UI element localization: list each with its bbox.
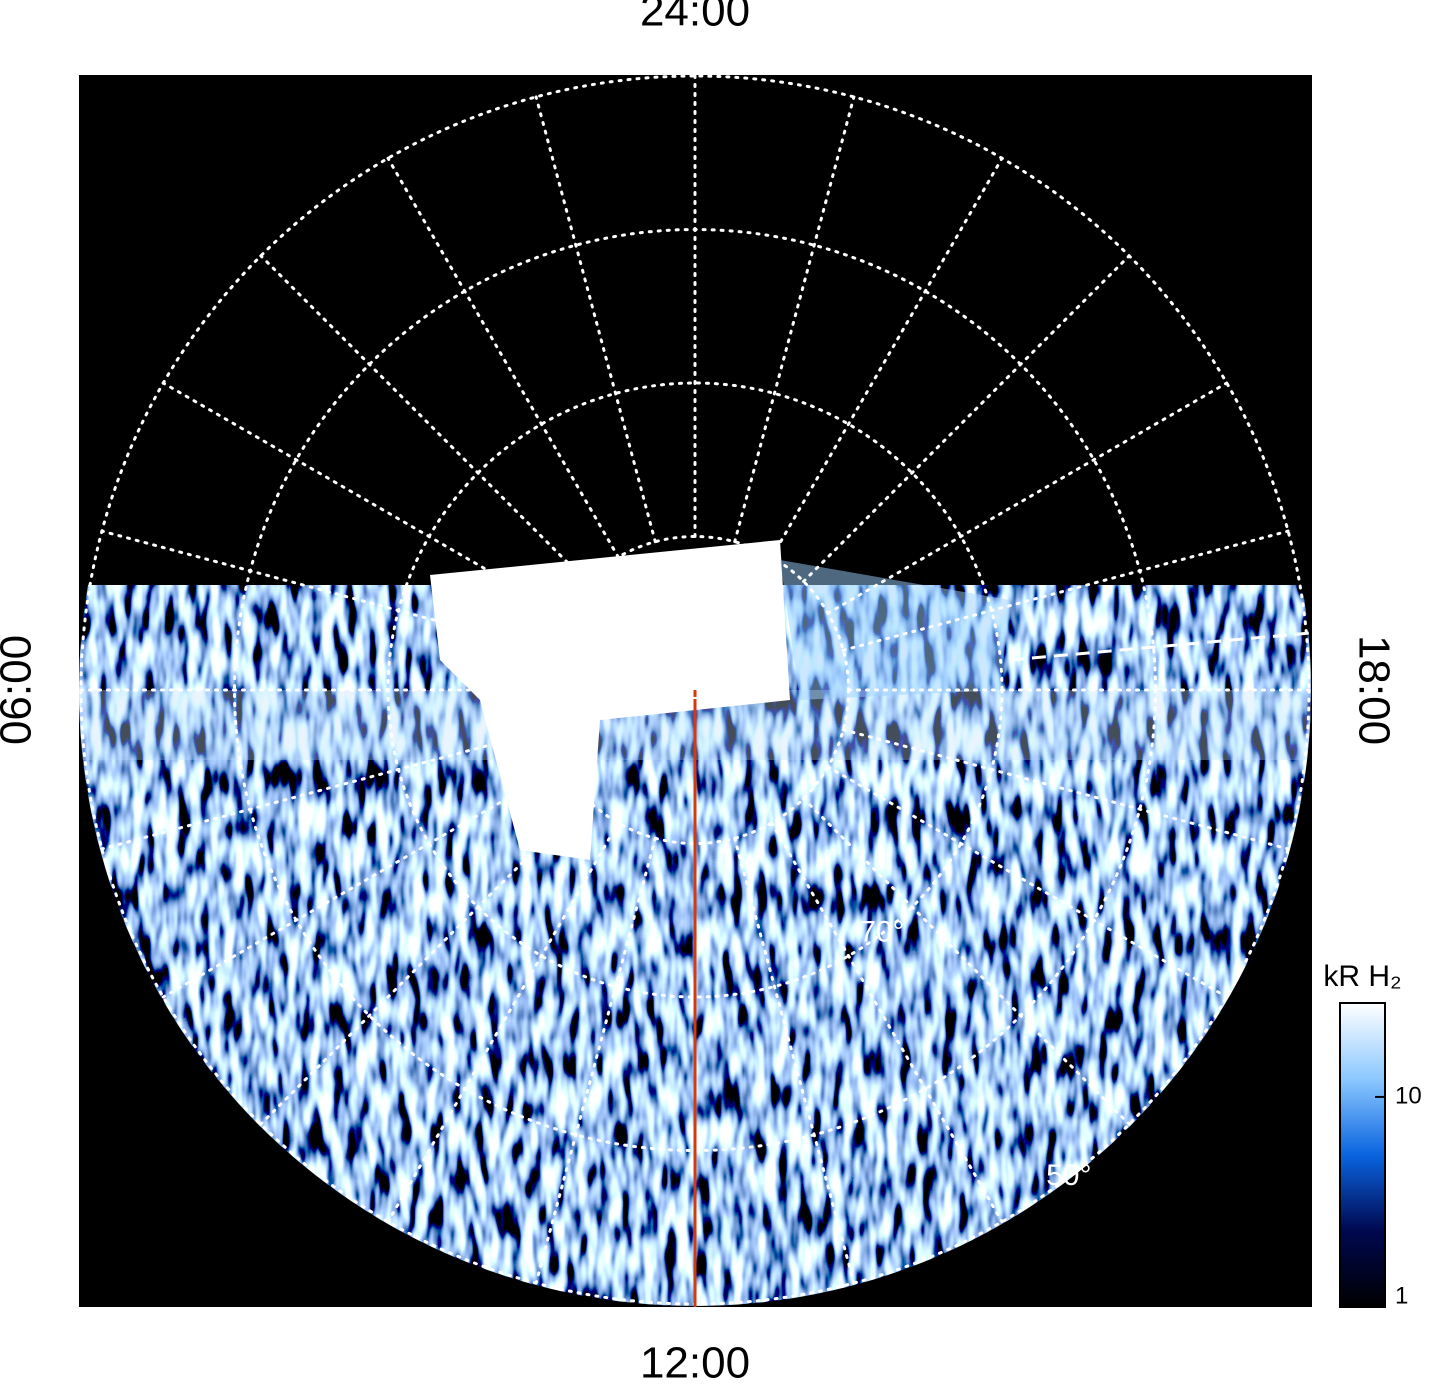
lat-label: 50° — [1046, 1159, 1091, 1192]
lt-label: 12:00 — [640, 1339, 750, 1384]
emission-bright — [430, 540, 790, 860]
lat-label: 70° — [859, 915, 904, 948]
lt-label: 18:00 — [1349, 635, 1398, 745]
colorbar-tick-label: 10 — [1395, 1082, 1422, 1109]
colorbar-label: kR H₂ — [1323, 960, 1401, 993]
dashed-line — [1009, 631, 1311, 662]
colorbar-tick-label: 1 — [1395, 1282, 1408, 1309]
emission-bright — [780, 560, 1010, 700]
lt-label: 24:00 — [640, 0, 750, 36]
lt-label: 06:00 — [0, 635, 41, 745]
pole-marker — [686, 681, 704, 699]
colorbar — [1339, 1002, 1386, 1308]
